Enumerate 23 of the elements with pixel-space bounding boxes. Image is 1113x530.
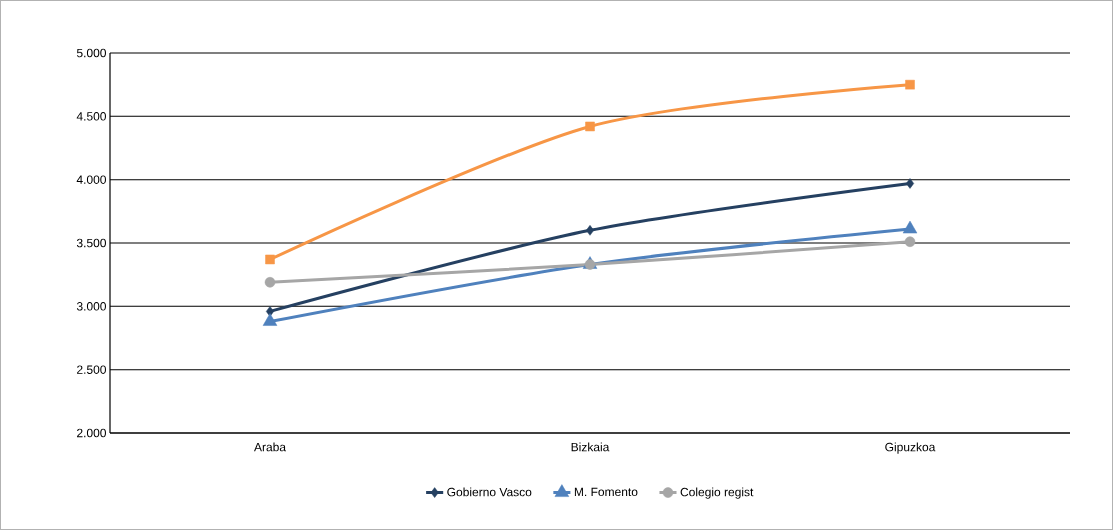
point xyxy=(262,313,278,326)
point xyxy=(265,254,275,265)
x-tick-label: Gipuzkoa xyxy=(885,442,936,454)
y-tick-label: 3.500 xyxy=(76,238,106,248)
y-tick-label: 4.500 xyxy=(76,112,106,121)
point xyxy=(902,220,918,234)
y-tick-label: 5.000 xyxy=(76,48,106,58)
x-tick-label: Araba xyxy=(254,442,286,452)
point xyxy=(266,306,274,317)
y-tick-label: 3.000 xyxy=(76,302,106,311)
point xyxy=(586,225,595,236)
point xyxy=(906,178,915,189)
x-tick-label: Bizkaia xyxy=(571,442,610,452)
legend-label: Gobierno Vasco xyxy=(447,487,532,497)
point xyxy=(264,277,276,288)
point xyxy=(904,236,916,247)
y-tick-label: 4.000 xyxy=(76,175,106,184)
point xyxy=(905,79,915,90)
y-tick-label: 2.000 xyxy=(77,428,106,438)
legend-label: Colegio regist xyxy=(680,487,754,499)
point xyxy=(585,121,595,132)
y-tick-label: 2.500 xyxy=(77,365,106,374)
legend-label: M. Fomento xyxy=(574,487,638,497)
